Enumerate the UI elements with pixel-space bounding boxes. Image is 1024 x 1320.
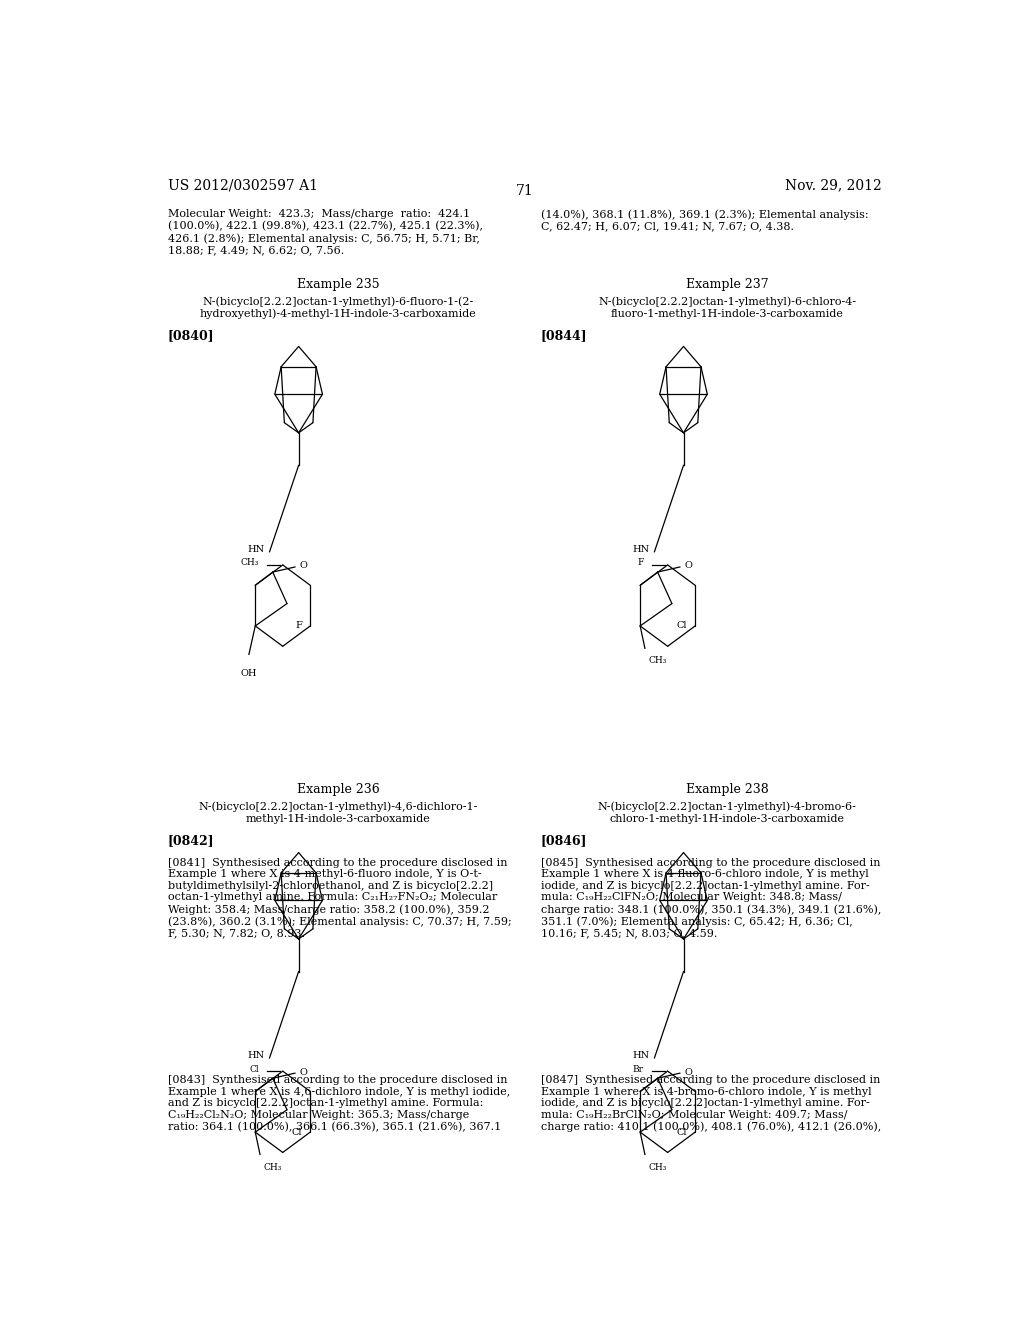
Text: Cl: Cl	[249, 1065, 259, 1073]
Text: F: F	[638, 558, 644, 568]
Text: OH: OH	[241, 669, 257, 677]
Text: N-(bicyclo[2.2.2]octan-1-ylmethyl)-6-chloro-4-
fluoro-1-methyl-1H-indole-3-carbo: N-(bicyclo[2.2.2]octan-1-ylmethyl)-6-chl…	[598, 297, 856, 319]
Text: O: O	[300, 1068, 307, 1077]
Text: Br: Br	[633, 1065, 644, 1073]
Text: N-(bicyclo[2.2.2]octan-1-ylmethyl)-4-bromo-6-
chloro-1-methyl-1H-indole-3-carbox: N-(bicyclo[2.2.2]octan-1-ylmethyl)-4-bro…	[598, 801, 857, 824]
Text: Cl: Cl	[292, 1127, 302, 1137]
Text: Example 236: Example 236	[297, 784, 380, 796]
Text: Nov. 29, 2012: Nov. 29, 2012	[785, 178, 882, 193]
Text: US 2012/0302597 A1: US 2012/0302597 A1	[168, 178, 317, 193]
Text: N-(bicyclo[2.2.2]octan-1-ylmethyl)-6-fluoro-1-(2-
hydroxyethyl)-4-methyl-1H-indo: N-(bicyclo[2.2.2]octan-1-ylmethyl)-6-flu…	[200, 297, 477, 319]
Text: Cl: Cl	[677, 1127, 687, 1137]
Text: 71: 71	[516, 183, 534, 198]
Text: [0843]  Synthesised according to the procedure disclosed in
Example 1 where X is: [0843] Synthesised according to the proc…	[168, 1076, 510, 1133]
Text: HN: HN	[248, 545, 265, 554]
Text: [0840]: [0840]	[168, 329, 214, 342]
Text: F: F	[296, 622, 302, 631]
Text: Molecular Weight:  423.3;  Mass/charge  ratio:  424.1
(100.0%), 422.1 (99.8%), 4: Molecular Weight: 423.3; Mass/charge rat…	[168, 210, 482, 255]
Text: CH₃: CH₃	[648, 1163, 667, 1172]
Text: [0842]: [0842]	[168, 834, 214, 847]
Text: Example 237: Example 237	[686, 279, 768, 292]
Text: [0845]  Synthesised according to the procedure disclosed in
Example 1 where X is: [0845] Synthesised according to the proc…	[541, 858, 881, 939]
Text: HN: HN	[248, 1051, 265, 1060]
Text: Example 238: Example 238	[686, 784, 769, 796]
Text: O: O	[685, 1068, 692, 1077]
Text: [0847]  Synthesised according to the procedure disclosed in
Example 1 where X is: [0847] Synthesised according to the proc…	[541, 1076, 881, 1133]
Text: CH₃: CH₃	[241, 558, 259, 568]
Text: HN: HN	[633, 1051, 649, 1060]
Text: [0846]: [0846]	[541, 834, 587, 847]
Text: CH₃: CH₃	[648, 656, 667, 665]
Text: O: O	[300, 561, 307, 570]
Text: HN: HN	[633, 545, 649, 554]
Text: [0841]  Synthesised according to the procedure disclosed in
Example 1 where X is: [0841] Synthesised according to the proc…	[168, 858, 511, 939]
Text: N-(bicyclo[2.2.2]octan-1-ylmethyl)-4,6-dichloro-1-
methyl-1H-indole-3-carboxamid: N-(bicyclo[2.2.2]octan-1-ylmethyl)-4,6-d…	[199, 801, 478, 824]
Text: Example 235: Example 235	[297, 279, 380, 292]
Text: O: O	[685, 561, 692, 570]
Text: Cl: Cl	[677, 622, 687, 631]
Text: CH₃: CH₃	[263, 1163, 282, 1172]
Text: (14.0%), 368.1 (11.8%), 369.1 (2.3%); Elemental analysis:
C, 62.47; H, 6.07; Cl,: (14.0%), 368.1 (11.8%), 369.1 (2.3%); El…	[541, 210, 868, 231]
Text: [0844]: [0844]	[541, 329, 588, 342]
